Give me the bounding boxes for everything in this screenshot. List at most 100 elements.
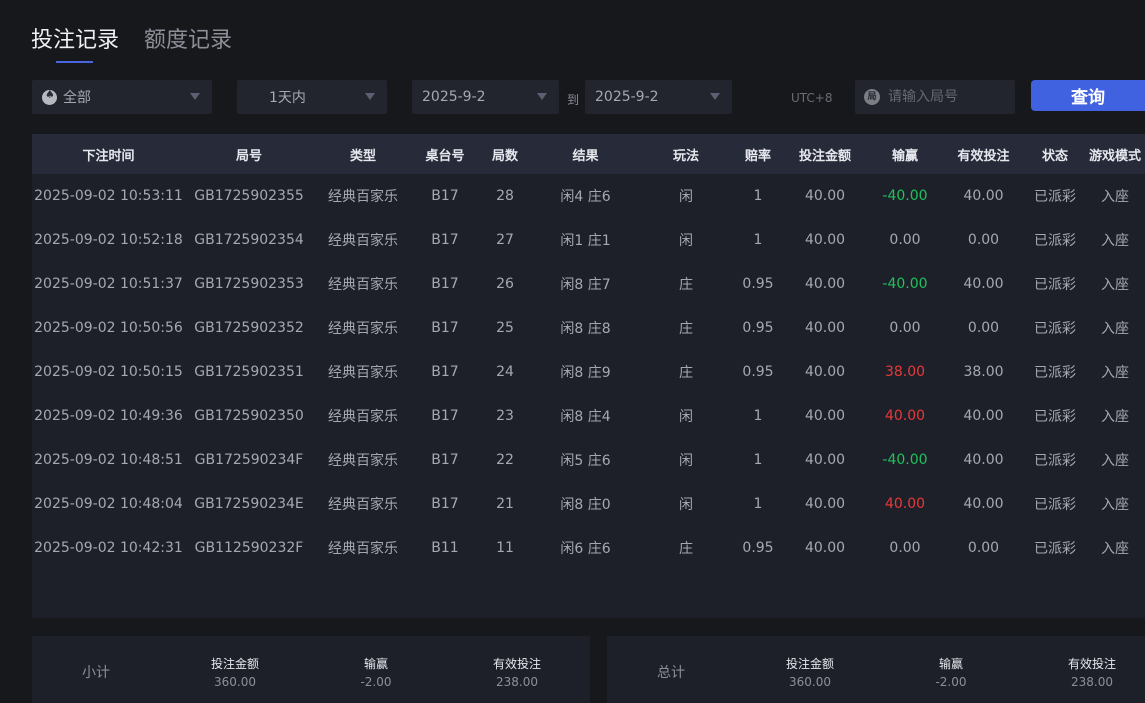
cell-bet-type: 庄	[679, 365, 693, 381]
header-valid-bet: 有效投注	[942, 134, 1025, 174]
cell-valid-bet: 40.00	[963, 496, 1004, 512]
cell-win-loss: 38.00	[884, 364, 926, 380]
date-to-select[interactable]: 2025-9-2	[585, 80, 732, 114]
cell-win-loss: -40.00	[882, 452, 928, 468]
bet-records-table: 下注时间 局号 类型 桌台号 局数 结果 玩法 赔率 投注金额 输赢 有效投注 状态 游戏模式 2025…	[32, 134, 1145, 618]
cell-result: 闲8 庄0	[560, 497, 611, 513]
cell-round-count: 22	[496, 452, 514, 468]
cell-win-loss: -40.00	[882, 188, 928, 204]
subtotal-bet-label: 投注金额	[210, 657, 259, 671]
cell-bet-time: 2025-09-02 10:42:31	[34, 540, 183, 556]
caret-down-icon	[537, 93, 547, 100]
cell-game-type: 经典百家乐	[328, 277, 398, 293]
period-select-value: 1天内	[269, 90, 306, 106]
total-bet-label: 投注金额	[785, 657, 834, 671]
total-winloss-value: -2.00	[935, 675, 967, 689]
tab-credit-records[interactable]: 额度记录	[144, 28, 233, 53]
cell-bet-amount: 40.00	[804, 408, 846, 424]
total-panel: 总计 投注金额 360.00 输赢 -2.00 有效投注 238.00	[607, 636, 1145, 703]
cell-bet-type: 闲	[679, 453, 693, 469]
period-select[interactable]: 1天内	[237, 80, 387, 114]
table-row: 2025-09-02 10:50:15 GB1725902351 经典百家乐 B17 2…	[32, 350, 1145, 394]
cell-game-mode: 入座	[1101, 365, 1129, 381]
cell-table-id: B17	[431, 276, 459, 292]
cell-round-id: GB1725902350	[194, 408, 304, 424]
cell-status: 已派彩	[1034, 541, 1076, 557]
cell-game-type: 经典百家乐	[328, 233, 398, 249]
cell-status: 已派彩	[1034, 233, 1076, 249]
header-round-id: 局号	[185, 134, 313, 174]
query-button[interactable]: 查询	[1031, 80, 1145, 111]
caret-down-icon	[710, 93, 720, 100]
cell-bet-type: 庄	[679, 541, 693, 557]
header-bet-time: 下注时间	[32, 134, 185, 174]
cell-bet-type: 闲	[679, 233, 693, 249]
date-from-value: 2025-9-2	[422, 89, 486, 105]
cell-win-loss: 0.00	[889, 320, 921, 336]
header-round-count: 局数	[477, 134, 533, 174]
cell-bet-amount: 40.00	[804, 232, 846, 248]
date-from-select[interactable]: 2025-9-2	[412, 80, 559, 114]
cell-bet-time: 2025-09-02 10:50:56	[34, 320, 183, 336]
cell-odds: 1	[753, 232, 763, 248]
cell-valid-bet: 40.00	[963, 408, 1004, 424]
cell-table-id: B17	[431, 496, 459, 512]
tab-bet-records[interactable]: 投注记录	[31, 22, 119, 63]
cell-round-id: GB172590234F	[194, 452, 304, 468]
cell-status: 已派彩	[1034, 365, 1076, 381]
header-win-loss: 输赢	[868, 134, 942, 174]
cell-odds: 1	[753, 408, 763, 424]
round-number-input[interactable]	[888, 89, 1008, 105]
cell-odds: 1	[753, 188, 763, 204]
game-select-value: 全部	[63, 90, 91, 106]
caret-down-icon	[190, 93, 200, 100]
cell-round-count: 27	[496, 232, 514, 248]
header-result: 结果	[533, 134, 638, 174]
header-game-type: 类型	[313, 134, 413, 174]
cell-game-type: 经典百家乐	[328, 453, 398, 469]
cell-game-type: 经典百家乐	[328, 497, 398, 513]
cell-status: 已派彩	[1034, 321, 1076, 337]
cell-round-id: GB1725902353	[194, 276, 304, 292]
cell-win-loss: 0.00	[889, 232, 921, 248]
cell-bet-amount: 40.00	[804, 540, 846, 556]
cell-round-count: 11	[496, 540, 514, 556]
round-icon: 局	[864, 89, 880, 105]
total-bet-value: 360.00	[789, 675, 831, 689]
cell-bet-amount: 40.00	[804, 452, 846, 468]
cell-round-id: GB1725902352	[194, 320, 304, 336]
cell-table-id: B11	[431, 540, 459, 556]
table-row: 2025-09-02 10:49:36 GB1725902350 经典百家乐 B17 2…	[32, 394, 1145, 438]
to-label: 到	[567, 93, 580, 107]
cell-result: 闲4 庄6	[560, 189, 611, 205]
cell-game-mode: 入座	[1101, 497, 1129, 513]
cell-result: 闲6 庄6	[560, 541, 611, 557]
cell-result: 闲5 庄6	[560, 453, 611, 469]
cell-bet-amount: 40.00	[804, 276, 846, 292]
cell-valid-bet: 38.00	[963, 364, 1004, 380]
subtotal-winloss-value: -2.00	[360, 675, 392, 689]
cell-bet-time: 2025-09-02 10:49:36	[34, 408, 183, 424]
total-valid-value: 238.00	[1071, 675, 1113, 689]
cell-result: 闲8 庄8	[560, 321, 611, 337]
cell-win-loss: -40.00	[882, 276, 928, 292]
cell-valid-bet: 0.00	[967, 540, 1000, 556]
caret-down-icon	[365, 93, 375, 100]
cell-round-count: 24	[496, 364, 514, 380]
cell-bet-type: 庄	[679, 321, 693, 337]
spade-icon	[42, 88, 57, 105]
header-table-id: 桌台号	[413, 134, 477, 174]
cell-win-loss: 0.00	[889, 540, 921, 556]
table-header: 下注时间 局号 类型 桌台号 局数 结果 玩法 赔率 投注金额 输赢 有效投注 状态 游戏模式	[32, 134, 1145, 174]
cell-odds: 0.95	[742, 540, 774, 556]
header-bet-type: 玩法	[638, 134, 734, 174]
subtotal-panel: 小计 投注金额 360.00 输赢 -2.00 有效投注 238.00	[32, 636, 590, 703]
cell-result: 闲1 庄1	[560, 233, 611, 249]
cell-valid-bet: 40.00	[963, 276, 1004, 292]
game-select[interactable]: 全部	[32, 80, 212, 114]
cell-game-mode: 入座	[1101, 321, 1129, 337]
cell-game-type: 经典百家乐	[328, 321, 398, 337]
total-label: 总计	[657, 665, 685, 681]
header-game-mode: 游戏模式	[1085, 134, 1145, 174]
cell-valid-bet: 0.00	[967, 232, 1000, 248]
